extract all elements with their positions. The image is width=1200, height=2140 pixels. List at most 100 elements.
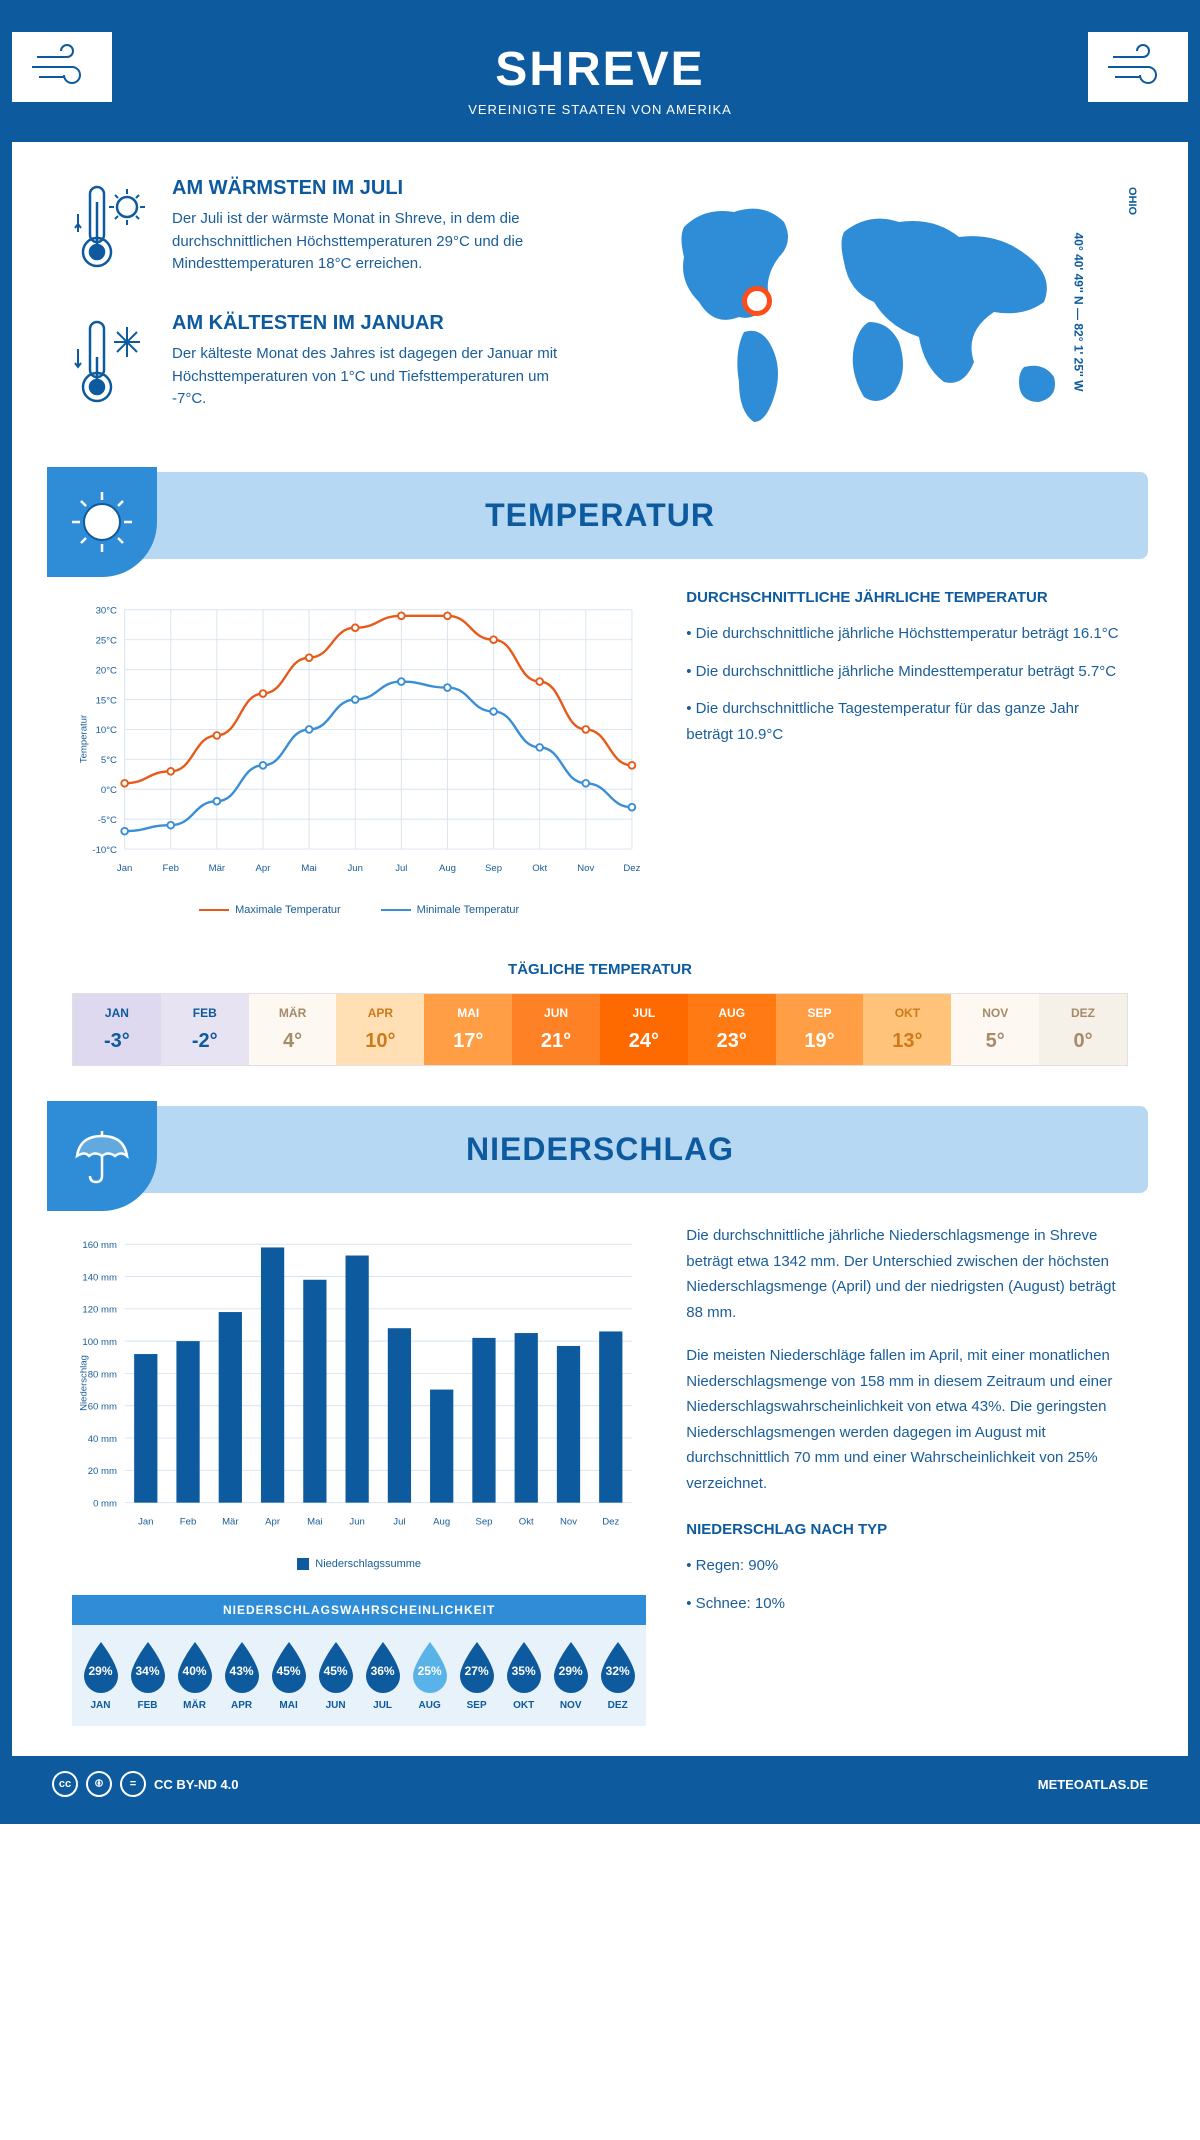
daily-temp-cell: JAN-3° — [73, 994, 161, 1065]
coldest-text: Der kälteste Monat des Jahres ist dagege… — [172, 343, 580, 411]
daily-temp-cell: APR10° — [336, 994, 424, 1065]
precip-type-bullets: • Regen: 90%• Schnee: 10% — [686, 1553, 1128, 1616]
svg-text:Mai: Mai — [301, 863, 316, 874]
precip-drop-cell: 27%SEP — [453, 1640, 500, 1711]
svg-text:Dez: Dez — [623, 863, 640, 874]
precip-legend-label: Niederschlagssumme — [315, 1558, 421, 1570]
umbrella-icon — [47, 1101, 157, 1211]
license: cc 🅯 = CC BY-ND 4.0 — [52, 1771, 239, 1797]
precip-drop-cell: 36%JUL — [359, 1640, 406, 1711]
daily-temp-cell: AUG23° — [688, 994, 776, 1065]
temp-bullets: • Die durchschnittliche jährliche Höchst… — [686, 621, 1128, 747]
svg-text:Sep: Sep — [475, 1517, 492, 1528]
precipitation-section-header: NIEDERSCHLAG — [52, 1106, 1148, 1193]
daily-temp-cell: SEP19° — [776, 994, 864, 1065]
svg-text:Temperatur: Temperatur — [78, 714, 89, 763]
state-label: OHIO — [1126, 187, 1138, 215]
svg-text:Feb: Feb — [163, 863, 179, 874]
temp-bullet: • Die durchschnittliche Tagestemperatur … — [686, 696, 1128, 747]
world-map — [620, 177, 1128, 437]
thermometer-cold-icon — [72, 312, 152, 417]
wind-icon-left — [12, 32, 112, 102]
svg-text:Okt: Okt — [519, 1517, 534, 1528]
svg-text:0°C: 0°C — [101, 785, 117, 796]
daily-temp-cell: MÄR4° — [249, 994, 337, 1065]
country-subtitle: VEREINIGTE STAATEN VON AMERIKA — [32, 102, 1168, 117]
svg-text:120 mm: 120 mm — [82, 1305, 117, 1316]
svg-text:Jul: Jul — [393, 1517, 405, 1528]
precip-drop-cell: 25%AUG — [406, 1640, 453, 1711]
nd-icon: = — [120, 1771, 146, 1797]
svg-text:Sep: Sep — [485, 863, 502, 874]
daily-temp-cell: OKT13° — [863, 994, 951, 1065]
legend-min: Minimale Temperatur — [417, 904, 520, 916]
precip-drop-cell: 45%JUN — [312, 1640, 359, 1711]
coords-label: 40° 40' 49'' N — 82° 1' 25'' W — [1072, 233, 1086, 392]
sun-icon — [47, 467, 157, 577]
precip-type-bullet: • Schnee: 10% — [686, 1591, 1128, 1617]
thermometer-hot-icon — [72, 177, 152, 282]
warmest-text: Der Juli ist der wärmste Monat in Shreve… — [172, 208, 580, 276]
precip-drop-cell: 35%OKT — [500, 1640, 547, 1711]
temp-bullet: • Die durchschnittliche jährliche Mindes… — [686, 659, 1128, 685]
daily-temp-cell: JUN21° — [512, 994, 600, 1065]
precip-para-1: Die durchschnittliche jährliche Niedersc… — [686, 1223, 1128, 1325]
warmest-title: AM WÄRMSTEN IM JULI — [172, 177, 580, 200]
svg-text:Nov: Nov — [577, 863, 594, 874]
svg-text:100 mm: 100 mm — [82, 1337, 117, 1348]
location-marker — [742, 286, 772, 316]
daily-temp-title: TÄGLICHE TEMPERATUR — [12, 961, 1188, 978]
svg-text:-10°C: -10°C — [92, 845, 117, 856]
daily-temp-table: JAN-3°FEB-2°MÄR4°APR10°MAI17°JUN21°JUL24… — [72, 993, 1128, 1066]
temperature-section-header: TEMPERATUR — [52, 472, 1148, 559]
precip-drop-cell: 29%NOV — [547, 1640, 594, 1711]
precip-drop-cell: 34%FEB — [124, 1640, 171, 1711]
svg-text:140 mm: 140 mm — [82, 1272, 117, 1283]
svg-text:5°C: 5°C — [101, 755, 117, 766]
temp-bullet: • Die durchschnittliche jährliche Höchst… — [686, 621, 1128, 647]
svg-text:10°C: 10°C — [96, 725, 117, 736]
svg-text:-5°C: -5°C — [98, 815, 117, 826]
svg-text:Jun: Jun — [348, 863, 363, 874]
svg-text:Aug: Aug — [433, 1517, 450, 1528]
svg-text:25°C: 25°C — [96, 636, 117, 647]
by-icon: 🅯 — [86, 1771, 112, 1797]
precipitation-title: NIEDERSCHLAG — [77, 1131, 1123, 1168]
svg-text:Mai: Mai — [307, 1517, 322, 1528]
precipitation-bar-chart: 0 mm20 mm40 mm60 mm80 mm100 mm120 mm140 … — [72, 1223, 646, 1570]
top-info-row: AM WÄRMSTEN IM JULI Der Juli ist der wär… — [12, 142, 1188, 472]
precip-drop-cell: 43%APR — [218, 1640, 265, 1711]
temperature-content: -10°C-5°C0°C5°C10°C15°C20°C25°C30°CJanFe… — [12, 559, 1188, 946]
coldest-title: AM KÄLTESTEN IM JANUAR — [172, 312, 580, 335]
precip-drop-cell: 40%MÄR — [171, 1640, 218, 1711]
svg-text:Niederschlag: Niederschlag — [78, 1355, 89, 1411]
wind-icon-right — [1088, 32, 1188, 102]
svg-text:Jan: Jan — [138, 1517, 153, 1528]
svg-text:Jun: Jun — [349, 1517, 364, 1528]
license-text: CC BY-ND 4.0 — [154, 1777, 239, 1792]
precip-drop-cell: 29%JAN — [77, 1640, 124, 1711]
legend-max: Maximale Temperatur — [235, 904, 341, 916]
footer: cc 🅯 = CC BY-ND 4.0 METEOATLAS.DE — [12, 1756, 1188, 1812]
temp-text-title: DURCHSCHNITTLICHE JÄHRLICHE TEMPERATUR — [686, 589, 1128, 606]
city-title: SHREVE — [32, 42, 1168, 97]
header: SHREVE VEREINIGTE STAATEN VON AMERIKA — [12, 12, 1188, 142]
precipitation-content: 0 mm20 mm40 mm60 mm80 mm100 mm120 mm140 … — [12, 1193, 1188, 1756]
svg-text:15°C: 15°C — [96, 695, 117, 706]
svg-text:Jul: Jul — [395, 863, 407, 874]
svg-text:Feb: Feb — [180, 1517, 196, 1528]
precip-type-title: NIEDERSCHLAG NACH TYP — [686, 1521, 1128, 1538]
svg-text:80 mm: 80 mm — [88, 1369, 117, 1380]
precip-para-2: Die meisten Niederschläge fallen im Apri… — [686, 1343, 1128, 1496]
precip-probability: NIEDERSCHLAGSWAHRSCHEINLICHKEIT 29%JAN34… — [72, 1595, 646, 1726]
svg-text:20 mm: 20 mm — [88, 1466, 117, 1477]
svg-text:20°C: 20°C — [96, 665, 117, 676]
coldest-block: AM KÄLTESTEN IM JANUAR Der kälteste Mona… — [72, 312, 580, 417]
svg-text:Apr: Apr — [256, 863, 272, 874]
precip-drop-cell: 32%DEZ — [594, 1640, 641, 1711]
svg-text:40 mm: 40 mm — [88, 1434, 117, 1445]
precip-legend: Niederschlagssumme — [72, 1558, 646, 1570]
daily-temp-cell: DEZ0° — [1039, 994, 1127, 1065]
svg-text:Dez: Dez — [602, 1517, 619, 1528]
svg-text:Nov: Nov — [560, 1517, 577, 1528]
